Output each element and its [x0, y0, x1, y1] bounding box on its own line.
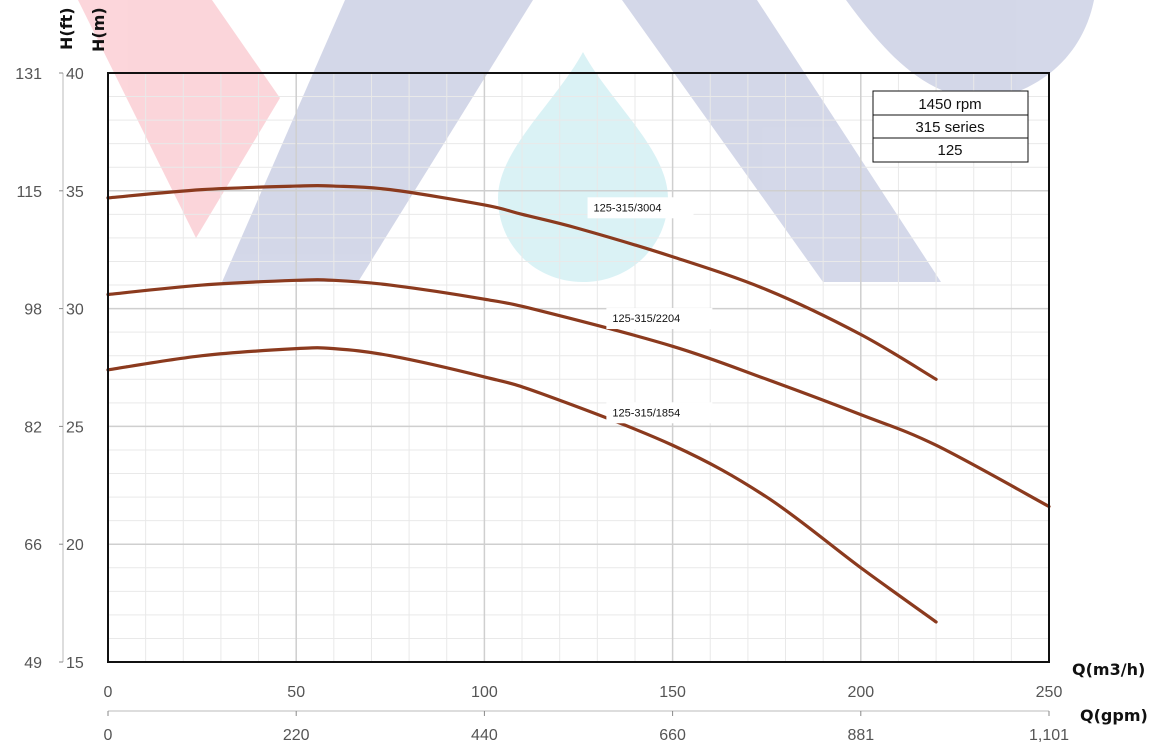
curve-label-bg	[587, 197, 694, 219]
y-tick-label: 25	[66, 419, 84, 436]
x2-tick-label: 1,101	[1029, 727, 1069, 744]
x-tick-label: 250	[1036, 684, 1063, 701]
x-tick-label: 200	[847, 684, 874, 701]
y2-tick-label: 131	[15, 66, 42, 83]
x-axis: 0 0 50 220 100 440 150 660 200 881 250 1,101	[104, 684, 1070, 744]
y-tick-label: 30	[66, 302, 84, 319]
series-line-125-315-1854	[106, 346, 938, 624]
y2-tick-label: 98	[24, 302, 42, 319]
series-layer	[106, 184, 1051, 624]
info-series: 315 series	[915, 119, 984, 136]
y-axis: 15 49 20 66 25 82 30 98 35 115 40 131	[15, 66, 84, 672]
curve-labels: 125-315/3004 125-315/2204 125-315/1854	[587, 197, 713, 424]
x-tick-label: 150	[659, 684, 686, 701]
x2-tick-label: 881	[847, 727, 874, 744]
y-tick-label: 15	[66, 655, 84, 672]
plot-area-border	[107, 72, 1050, 663]
y2-tick-label: 49	[24, 655, 42, 672]
x2-tick-label: 0	[104, 727, 113, 744]
curve-label-bg	[606, 308, 713, 330]
curve-label: 125-315/3004	[594, 202, 662, 214]
x2-tick-label: 660	[659, 727, 686, 744]
y2-tick-label: 66	[24, 537, 42, 554]
x2-tick-label: 220	[283, 727, 310, 744]
x-tick-label: 50	[287, 684, 305, 701]
x2-axis-title: Q(gpm)	[1080, 706, 1148, 725]
y-tick-label: 35	[66, 184, 84, 201]
curve-label: 125-315/2204	[612, 313, 680, 325]
info-box: 1450 rpm 315 series 125	[872, 90, 1029, 163]
y2-axis-title: H(ft)	[57, 7, 76, 50]
y2-tick-label: 82	[24, 419, 42, 436]
y-tick-label: 20	[66, 537, 84, 554]
x-tick-label: 100	[471, 684, 498, 701]
x-tick-label: 0	[104, 684, 113, 701]
info-speed: 1450 rpm	[918, 96, 981, 113]
series-line-125-315-3004	[106, 184, 938, 381]
info-size: 125	[937, 142, 962, 159]
x2-tick-label: 440	[471, 727, 498, 744]
y2-tick-label: 115	[16, 184, 42, 201]
y-tick-label: 40	[66, 66, 84, 83]
series-line-125-315-2204	[106, 278, 1051, 509]
y-axis-title: H(m)	[89, 7, 108, 52]
curve-label: 125-315/1854	[612, 407, 680, 419]
curve-label-bg	[606, 402, 713, 424]
x-axis-title: Q(m3/h)	[1072, 660, 1145, 679]
